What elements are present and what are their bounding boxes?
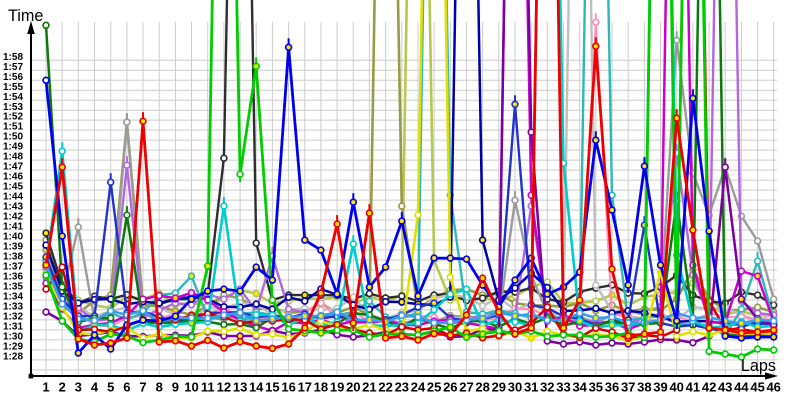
svg-text:1:58: 1:58	[3, 52, 23, 63]
svg-text:1:52: 1:52	[3, 112, 23, 123]
svg-text:33: 33	[556, 380, 570, 395]
svg-text:37: 37	[621, 380, 635, 395]
svg-text:1: 1	[42, 380, 49, 395]
svg-text:41: 41	[686, 380, 700, 395]
svg-text:1:34: 1:34	[3, 292, 23, 303]
svg-text:25: 25	[427, 380, 441, 395]
svg-text:36: 36	[605, 380, 619, 395]
svg-text:18: 18	[314, 380, 328, 395]
svg-text:1:42: 1:42	[3, 212, 23, 223]
svg-text:Laps: Laps	[741, 357, 776, 375]
svg-text:44: 44	[734, 380, 749, 395]
svg-text:34: 34	[572, 380, 587, 395]
svg-text:1:28: 1:28	[3, 352, 23, 363]
svg-text:19: 19	[330, 380, 344, 395]
svg-text:3: 3	[75, 380, 82, 395]
svg-text:1:54: 1:54	[3, 92, 23, 103]
svg-text:1:51: 1:51	[3, 122, 23, 133]
svg-text:16: 16	[281, 380, 295, 395]
svg-text:1:47: 1:47	[3, 162, 23, 173]
svg-text:29: 29	[492, 380, 506, 395]
svg-text:31: 31	[524, 380, 538, 395]
svg-text:10: 10	[184, 380, 198, 395]
svg-text:1:32: 1:32	[3, 312, 23, 323]
svg-text:1:57: 1:57	[3, 62, 23, 73]
svg-text:1:46: 1:46	[3, 172, 23, 183]
svg-text:8: 8	[156, 380, 163, 395]
svg-text:1:40: 1:40	[3, 232, 23, 243]
svg-text:32: 32	[540, 380, 554, 395]
svg-text:45: 45	[750, 380, 764, 395]
svg-text:12: 12	[217, 380, 231, 395]
svg-text:35: 35	[589, 380, 603, 395]
svg-text:13: 13	[233, 380, 247, 395]
svg-text:Time: Time	[8, 7, 43, 25]
svg-text:24: 24	[411, 380, 426, 395]
svg-text:1:44: 1:44	[3, 192, 23, 203]
svg-text:1:39: 1:39	[3, 242, 23, 253]
svg-text:1:36: 1:36	[3, 272, 23, 283]
svg-text:1:56: 1:56	[3, 72, 23, 83]
svg-text:1:38: 1:38	[3, 252, 23, 263]
svg-text:6: 6	[123, 380, 130, 395]
svg-text:26: 26	[443, 380, 457, 395]
svg-text:14: 14	[249, 380, 264, 395]
svg-text:28: 28	[475, 380, 489, 395]
svg-text:15: 15	[265, 380, 279, 395]
svg-text:20: 20	[346, 380, 360, 395]
svg-text:1:45: 1:45	[3, 182, 23, 193]
svg-text:1:50: 1:50	[3, 132, 23, 143]
svg-text:23: 23	[395, 380, 409, 395]
svg-text:1:29: 1:29	[3, 342, 23, 353]
svg-text:17: 17	[298, 380, 312, 395]
svg-text:1:31: 1:31	[3, 322, 23, 333]
svg-text:38: 38	[637, 380, 651, 395]
svg-text:30: 30	[508, 380, 522, 395]
svg-text:5: 5	[107, 380, 114, 395]
svg-text:40: 40	[669, 380, 683, 395]
svg-text:27: 27	[459, 380, 473, 395]
svg-text:39: 39	[653, 380, 667, 395]
svg-text:1:49: 1:49	[3, 142, 23, 153]
svg-text:1:35: 1:35	[3, 282, 23, 293]
svg-text:1:37: 1:37	[3, 262, 23, 273]
svg-text:21: 21	[362, 380, 376, 395]
svg-text:1:55: 1:55	[3, 82, 23, 93]
svg-text:2: 2	[59, 380, 66, 395]
svg-text:1:48: 1:48	[3, 152, 23, 163]
svg-text:1:30: 1:30	[3, 332, 23, 343]
svg-text:1:53: 1:53	[3, 102, 23, 113]
svg-text:46: 46	[766, 380, 780, 395]
svg-text:43: 43	[718, 380, 732, 395]
svg-text:42: 42	[702, 380, 716, 395]
svg-text:11: 11	[201, 380, 215, 395]
svg-text:4: 4	[91, 380, 99, 395]
svg-text:7: 7	[139, 380, 146, 395]
svg-text:1:33: 1:33	[3, 302, 23, 313]
svg-text:22: 22	[378, 380, 392, 395]
svg-text:1:43: 1:43	[3, 202, 23, 213]
svg-text:1:41: 1:41	[3, 222, 23, 233]
svg-text:9: 9	[172, 380, 179, 395]
